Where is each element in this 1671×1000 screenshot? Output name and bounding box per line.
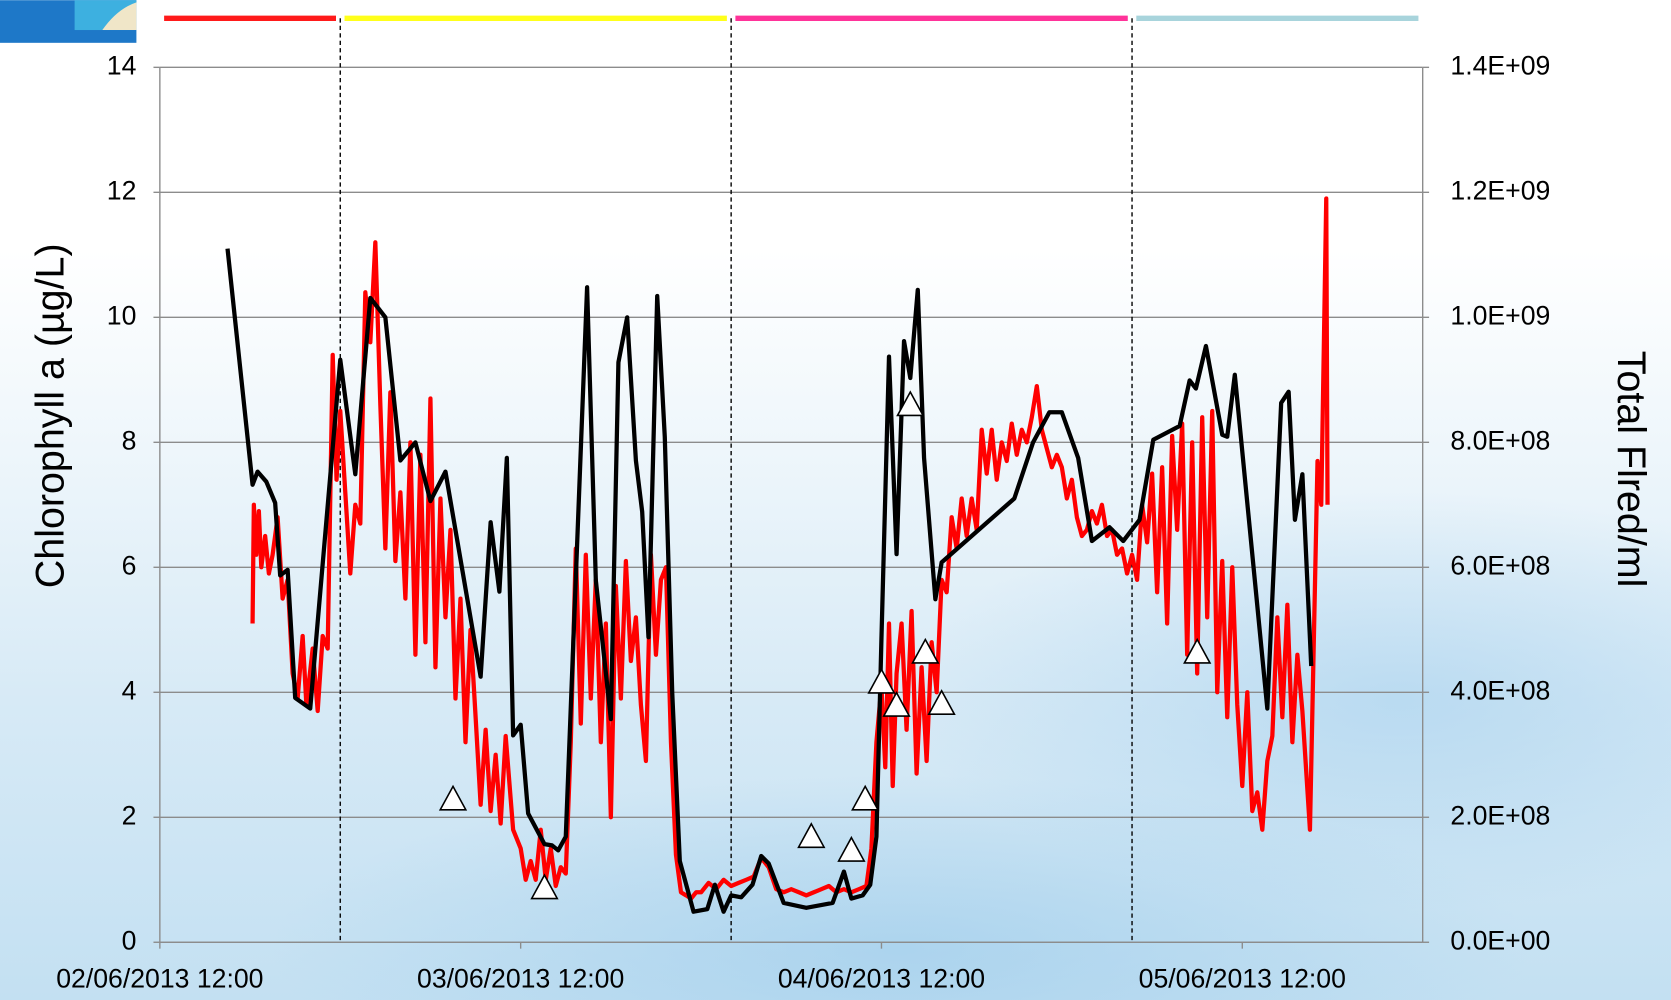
triangle-marker xyxy=(882,690,911,717)
y-tick-label: 14 xyxy=(107,50,137,80)
y-tick-label: 0 xyxy=(122,925,137,955)
x-tick-label: 05/06/2013 12:00 xyxy=(1139,964,1346,994)
triangle-marker xyxy=(438,784,468,811)
y2-tick-label: 8.0E+08 xyxy=(1450,425,1550,455)
y-axis-title: Chlorophyll a (µg/L) xyxy=(29,243,73,588)
x-tick-label: 04/06/2013 12:00 xyxy=(778,964,985,994)
y-tick-label: 10 xyxy=(107,300,137,330)
triangle-marker xyxy=(911,637,940,664)
triangle-marker xyxy=(851,784,880,811)
y-tick-label: 2 xyxy=(122,800,137,830)
y2-tick-label: 2.0E+08 xyxy=(1450,800,1550,830)
thumbnail-land xyxy=(102,2,137,31)
y2-tick-label: 4.0E+08 xyxy=(1450,675,1550,705)
data-line xyxy=(225,248,1314,914)
y2-tick-label: 1.0E+09 xyxy=(1450,300,1550,330)
triangle-marker xyxy=(530,873,559,900)
triangle-marker xyxy=(927,689,956,715)
x-tick-label: 03/06/2013 12:00 xyxy=(417,964,624,994)
y-tick-label: 12 xyxy=(107,175,137,205)
x-tick-label: 02/06/2013 12:00 xyxy=(56,964,263,994)
triangle-marker xyxy=(896,390,925,417)
y2-axis-title: Total Flred/ml xyxy=(1609,351,1653,588)
data-line xyxy=(250,196,1330,901)
y2-tick-label: 1.2E+09 xyxy=(1450,175,1550,205)
triangle-marker xyxy=(797,822,826,849)
triangle-marker xyxy=(837,835,866,862)
y2-tick-label: 0.0E+00 xyxy=(1450,925,1550,955)
plot: 0 2 4 6 8 10 12 14 0.0E+00 2.0E+08 4.0E+08 6.0E+08 8… xyxy=(56,15,1550,994)
y-tick-label: 6 xyxy=(122,550,137,580)
triangle-marker xyxy=(1183,637,1212,664)
y2-tick-label: 1.4E+09 xyxy=(1450,50,1550,80)
y-tick-label: 8 xyxy=(122,425,137,455)
y2-tick-label: 6.0E+08 xyxy=(1450,550,1550,580)
y-tick-label: 4 xyxy=(122,675,137,705)
triangle-marker xyxy=(867,667,896,694)
